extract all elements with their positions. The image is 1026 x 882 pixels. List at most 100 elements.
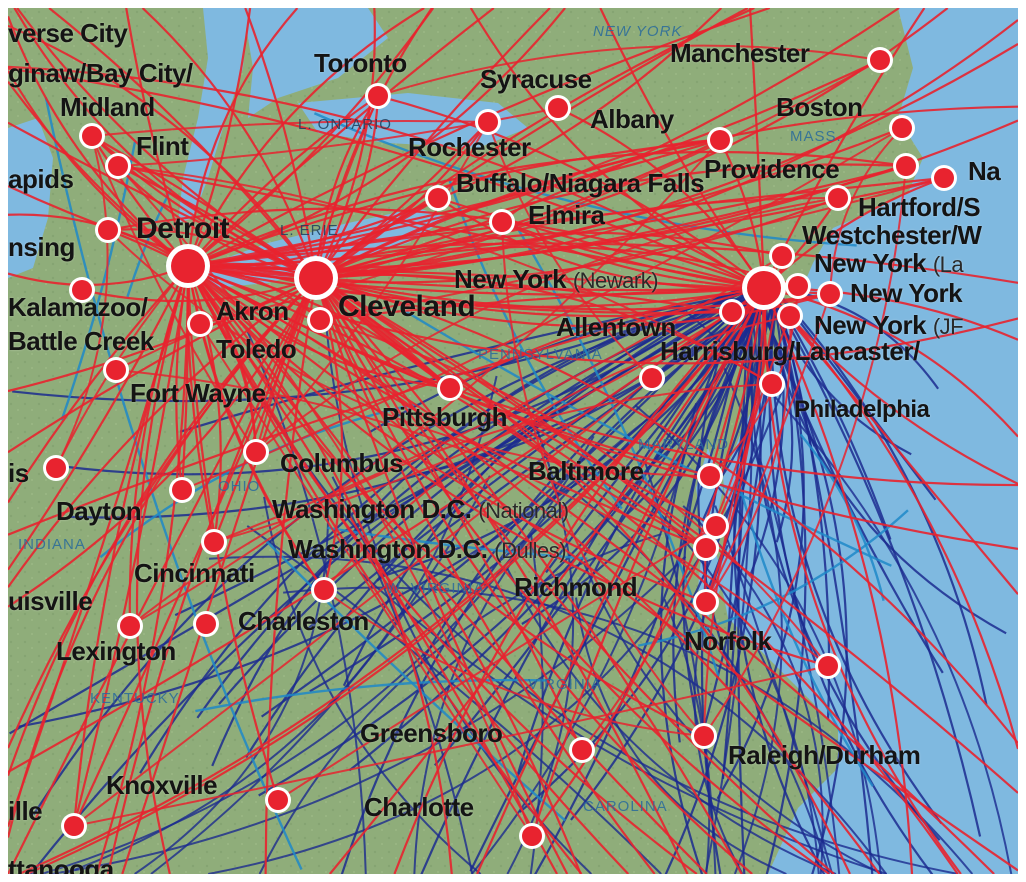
route-line xyxy=(359,571,888,874)
route-line xyxy=(135,265,190,874)
city-label-lansing: nsing xyxy=(8,232,75,262)
route-line xyxy=(8,277,317,588)
city-label-midland: Midland xyxy=(60,92,155,122)
route-line xyxy=(8,277,317,777)
route-line xyxy=(187,8,771,267)
route-line xyxy=(314,277,569,874)
route-line xyxy=(107,229,711,477)
city-label-westchester: Westchester/W xyxy=(802,220,982,250)
city-label-new-york-lga-main: New York xyxy=(814,248,927,278)
city-dot-columbus_pt xyxy=(314,580,334,600)
city-dot-rochester xyxy=(478,112,498,132)
city-dot-charlotte xyxy=(522,826,542,846)
route-line xyxy=(213,255,783,543)
city-dot-greensboro xyxy=(572,740,592,760)
route-line xyxy=(91,135,317,279)
city-label-rochester: Rochester xyxy=(408,132,531,162)
city-dot-providence xyxy=(896,156,916,176)
route-line xyxy=(26,287,765,874)
route-line xyxy=(579,496,830,874)
city-label-new-york-jfk: New York (JF xyxy=(814,312,964,339)
city-label-saginaw: ginaw/Bay City/ xyxy=(8,58,193,88)
route-line xyxy=(186,8,299,267)
city-dot-cincy xyxy=(204,532,224,552)
city-label-new-york-lga-sub: (La xyxy=(932,252,964,277)
city-label-new-york-newark-sub: (Newark) xyxy=(572,268,659,293)
route-line xyxy=(531,287,766,837)
route-line xyxy=(212,277,318,543)
route-line xyxy=(721,291,752,780)
city-dot-allentown xyxy=(722,302,742,322)
route-line xyxy=(315,277,689,874)
route-line xyxy=(315,277,830,874)
route-line xyxy=(799,433,885,601)
route-line xyxy=(48,8,317,279)
region-label-new-york: NEW YORK xyxy=(593,23,683,40)
route-line xyxy=(309,291,756,693)
route-line xyxy=(315,176,945,280)
route-line xyxy=(277,525,717,801)
route-line xyxy=(117,164,765,290)
route-line xyxy=(45,279,753,476)
city-label-new-york-jfk-sub: (JF xyxy=(932,314,964,339)
city-label-syracuse: Syracuse xyxy=(480,64,592,94)
route-line xyxy=(8,264,189,286)
city-label-new-york-newark: New York (Newark) xyxy=(454,266,659,293)
city-label-akron: Akron xyxy=(216,296,289,326)
route-line xyxy=(73,665,829,827)
city-dot-albany xyxy=(710,130,730,150)
lake-michigan xyxy=(8,118,53,278)
city-label-new-york-lga: New York (La xyxy=(814,248,964,278)
route-line xyxy=(763,287,1018,595)
route-line xyxy=(187,265,453,874)
route-line xyxy=(8,65,765,289)
route-line xyxy=(319,319,829,667)
city-dot-manchester xyxy=(870,50,890,70)
route-line xyxy=(377,44,881,97)
city-dot-fortwayne xyxy=(246,442,266,462)
city-dot-pittsburgh xyxy=(440,378,460,398)
route-line xyxy=(8,265,189,504)
route-line xyxy=(314,8,433,279)
city-dot-akron xyxy=(310,310,330,330)
city-dot-detroit xyxy=(171,249,205,283)
route-line xyxy=(199,59,881,325)
route-line xyxy=(708,287,766,477)
route-line xyxy=(315,277,1018,794)
route-line xyxy=(315,105,1018,279)
route-line xyxy=(323,315,791,591)
city-label-cincinnati: Cincinnati xyxy=(134,558,255,588)
city-label-toronto: Toronto xyxy=(314,48,407,78)
region-label-maryland: MARYLAND xyxy=(638,436,730,453)
city-dot-boston xyxy=(892,118,912,138)
city-dot-nyc2 xyxy=(788,276,808,296)
city-label-norfolk: Norfolk xyxy=(684,626,772,656)
route-line xyxy=(315,95,380,279)
route-line xyxy=(8,286,765,536)
route-line xyxy=(121,277,318,874)
route-line xyxy=(315,277,743,874)
route-line xyxy=(575,597,787,874)
route-line xyxy=(55,135,109,469)
city-dot-charleston_wv xyxy=(196,614,216,634)
route-line xyxy=(69,296,774,519)
city-dots xyxy=(43,47,957,849)
route-line xyxy=(195,678,548,713)
route-line xyxy=(315,8,900,280)
route-line xyxy=(60,141,137,421)
city-dot-buffalo xyxy=(428,188,448,208)
city-label-nantucket: Na xyxy=(968,156,1001,186)
city-label-richmond: Richmond xyxy=(514,572,638,602)
route-line xyxy=(763,176,945,289)
route-line xyxy=(705,293,831,603)
route-line xyxy=(315,121,489,279)
route-line xyxy=(383,284,776,577)
region-label-ohio: OHIO xyxy=(218,478,261,495)
city-label-new-york-main: New York xyxy=(850,278,963,308)
region-label-w-virginia: W. VIRGINIA xyxy=(386,580,485,597)
city-label-allentown: Allentown xyxy=(556,312,676,342)
city-dot-newark xyxy=(747,271,781,305)
route-line xyxy=(314,277,656,874)
city-dot-baltimore xyxy=(700,466,720,486)
route-line xyxy=(187,265,451,390)
